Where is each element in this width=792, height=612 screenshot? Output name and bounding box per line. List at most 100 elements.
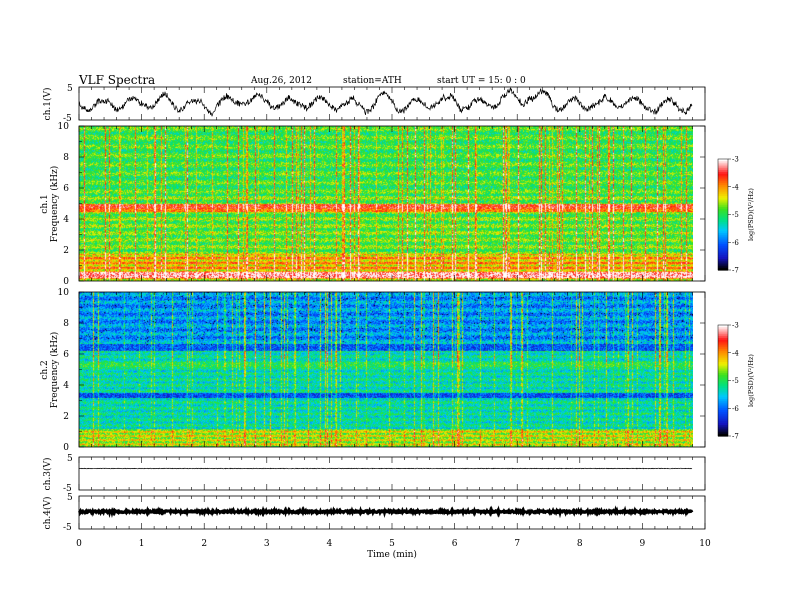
colorbar-swatch (718, 168, 728, 171)
colorbar-swatch (718, 194, 728, 197)
colorbar-swatch (718, 173, 728, 177)
colorbar-swatch (718, 341, 728, 345)
colorbar-swatch (718, 371, 728, 374)
colorbar-swatch (718, 428, 728, 432)
ch1-spectrogram-image (79, 126, 693, 281)
colorbar-swatch (718, 244, 728, 247)
colorbar-swatch (718, 434, 728, 437)
colorbar-swatch (718, 229, 728, 232)
freq-tick-label: 2 (63, 246, 69, 256)
freq-tick-label: 6 (63, 184, 69, 194)
time-tick-label: 10 (699, 539, 711, 549)
freq-tick-label: 0 (63, 277, 69, 287)
colorbar-swatch (718, 415, 728, 419)
ch1-waveform-panel: 5 -5 ch.1(V) (42, 84, 706, 124)
colorbar-tick-label: -7 (732, 267, 739, 275)
colorbar-swatch (718, 411, 728, 415)
colorbar-swatch (718, 399, 728, 402)
colorbar-swatch (718, 424, 728, 428)
colorbar-swatch (718, 257, 728, 260)
colorbar-tick-label: -6 (732, 405, 739, 413)
colorbar-swatch (718, 240, 728, 243)
ch1-ytick-top: 5 (67, 84, 73, 94)
colorbar-swatch (718, 216, 728, 219)
freq-tick-label: 6 (63, 350, 69, 360)
time-axis-label: Time (min) (367, 549, 417, 560)
ch2-spectrogram-image (79, 292, 693, 447)
header-start-time: start UT = 15: 0 : 0 (437, 76, 526, 86)
colorbar-swatch (718, 205, 728, 208)
colorbar-swatch (718, 214, 728, 217)
colorbar-swatch (718, 380, 728, 383)
colorbar-swatch (718, 365, 728, 369)
colorbar-swatch (718, 207, 728, 210)
colorbar-swatch (718, 349, 728, 352)
colorbar-swatch (718, 387, 728, 391)
colorbar-tick-label: -7 (732, 433, 739, 441)
freq-tick-label: 4 (63, 381, 69, 391)
ch4-waveform-line (78, 505, 694, 519)
colorbar-swatch (718, 190, 728, 193)
colorbar-swatch (718, 354, 728, 358)
colorbar-tick-label: -5 (732, 211, 739, 219)
colorbar-tick-label: -4 (732, 349, 739, 357)
colorbar-swatch (718, 404, 728, 407)
ch3-ytick-bottom: -5 (63, 484, 72, 494)
colorbar-swatch (718, 210, 728, 214)
colorbar-swatch (718, 417, 728, 420)
colorbar-swatch (718, 336, 728, 339)
colorbar-swatch (718, 262, 728, 266)
colorbar-swatch (718, 231, 728, 234)
colorbar-swatch (718, 162, 728, 166)
colorbar-swatch (718, 227, 728, 230)
colorbar-swatch (718, 234, 728, 238)
colorbar-swatch (718, 391, 728, 395)
ch4-waveform-ylabel: ch.4(V) (42, 497, 53, 530)
freq-tick-label: 10 (58, 122, 70, 132)
colorbar-swatch (718, 201, 728, 204)
ch1-spectrogram-channel-label: ch.1 (40, 194, 50, 213)
colorbar-swatch (718, 242, 728, 245)
time-tick-label: 8 (577, 539, 583, 549)
colorbar-swatch (718, 339, 728, 343)
colorbar-swatch (718, 384, 728, 387)
colorbar-swatch (718, 363, 728, 367)
ch1-ytick-bottom: -5 (63, 114, 72, 124)
colorbar-swatch (718, 376, 728, 380)
colorbar-swatch (718, 236, 728, 240)
colorbar-swatch (718, 197, 728, 201)
colorbar-swatch (718, 410, 728, 413)
ch3-ytick-top: 5 (67, 454, 73, 464)
ch4-ytick-bottom: -5 (63, 523, 72, 533)
time-tick-label: 1 (139, 539, 145, 549)
ch3-waveform-ylabel: ch.3(V) (42, 458, 53, 491)
ch2-colorbar: -3 -4 -5 -6 -7 log(PSD)(V²/Hz) (717, 322, 755, 441)
freq-tick-label: 4 (63, 215, 69, 225)
colorbar-swatch (718, 360, 728, 363)
colorbar-swatch (718, 395, 728, 398)
colorbar-swatch (718, 400, 728, 404)
ch1-spectrogram-panel: 0 2 4 6 8 10 ch.1 Frequency (kHz) (40, 122, 706, 287)
colorbar-swatch (718, 183, 728, 186)
time-tick-label: 0 (76, 539, 82, 549)
ch2-spectrogram-panel: 0 2 4 6 8 10 ch.2 Frequency (kHz) (40, 288, 706, 453)
colorbar-swatch (718, 432, 728, 435)
colorbar-swatch (718, 218, 728, 221)
colorbar-swatch (718, 208, 728, 212)
colorbar-swatch (718, 421, 728, 424)
header-station: station=ATH (343, 76, 402, 86)
colorbar-swatch (718, 258, 728, 262)
colorbar-swatch (718, 402, 728, 406)
colorbar-swatch (718, 160, 728, 164)
time-tick-label: 4 (327, 539, 333, 549)
colorbar-swatch (718, 199, 728, 203)
colorbar-swatch (718, 393, 728, 396)
colorbar-swatch (718, 332, 728, 335)
colorbar-swatch (718, 419, 728, 422)
colorbar-swatch (718, 186, 728, 190)
time-tick-label: 6 (452, 539, 458, 549)
freq-tick-label: 10 (58, 288, 70, 298)
colorbar-swatch (718, 369, 728, 372)
figure-title: VLF Spectra (78, 73, 155, 87)
